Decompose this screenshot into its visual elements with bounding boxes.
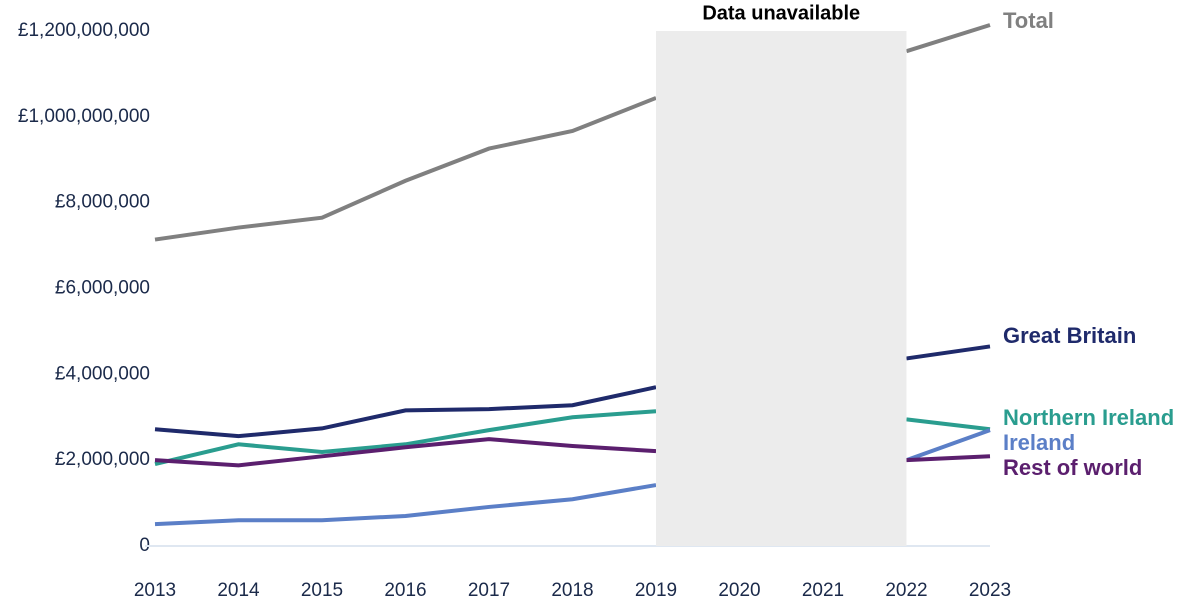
series-line — [154, 437, 991, 468]
unavailable-region — [656, 31, 907, 546]
x-tick-label: 2016 — [384, 580, 426, 601]
series-label: Rest of world — [1003, 455, 1142, 480]
y-tick-label: £6,000,000 — [55, 278, 150, 299]
series-label: Northern Ireland — [1003, 405, 1174, 430]
x-tick-label: 2013 — [134, 580, 176, 601]
series-line — [154, 428, 991, 527]
x-tick-label: 2022 — [885, 580, 927, 601]
x-tick-label: 2020 — [718, 580, 760, 601]
series-line — [154, 23, 991, 242]
x-tick-label: 2017 — [468, 580, 510, 601]
y-tick-label: £1,000,000,000 — [18, 106, 150, 127]
x-tick-label: 2014 — [217, 580, 260, 601]
y-tick-label: £4,000,000 — [55, 363, 150, 384]
x-tick-label: 2021 — [802, 580, 844, 601]
y-tick-label: £2,000,000 — [55, 449, 150, 470]
y-tick-label: 0 — [139, 535, 150, 556]
series-label: Great Britain — [1003, 323, 1136, 348]
annotation: Data unavailable — [702, 2, 860, 24]
x-tick-label: 2019 — [635, 580, 677, 601]
series-label: Ireland — [1003, 430, 1075, 455]
y-tick-label: £1,200,000,000 — [18, 20, 150, 41]
series-line — [154, 344, 991, 439]
y-tick-label: £8,000,000 — [55, 192, 150, 213]
x-tick-label: 2023 — [969, 580, 1011, 601]
series-line — [154, 409, 991, 466]
x-tick-label: 2018 — [551, 580, 593, 601]
x-tick-label: 2015 — [301, 580, 343, 601]
series-label: Total — [1003, 8, 1054, 33]
